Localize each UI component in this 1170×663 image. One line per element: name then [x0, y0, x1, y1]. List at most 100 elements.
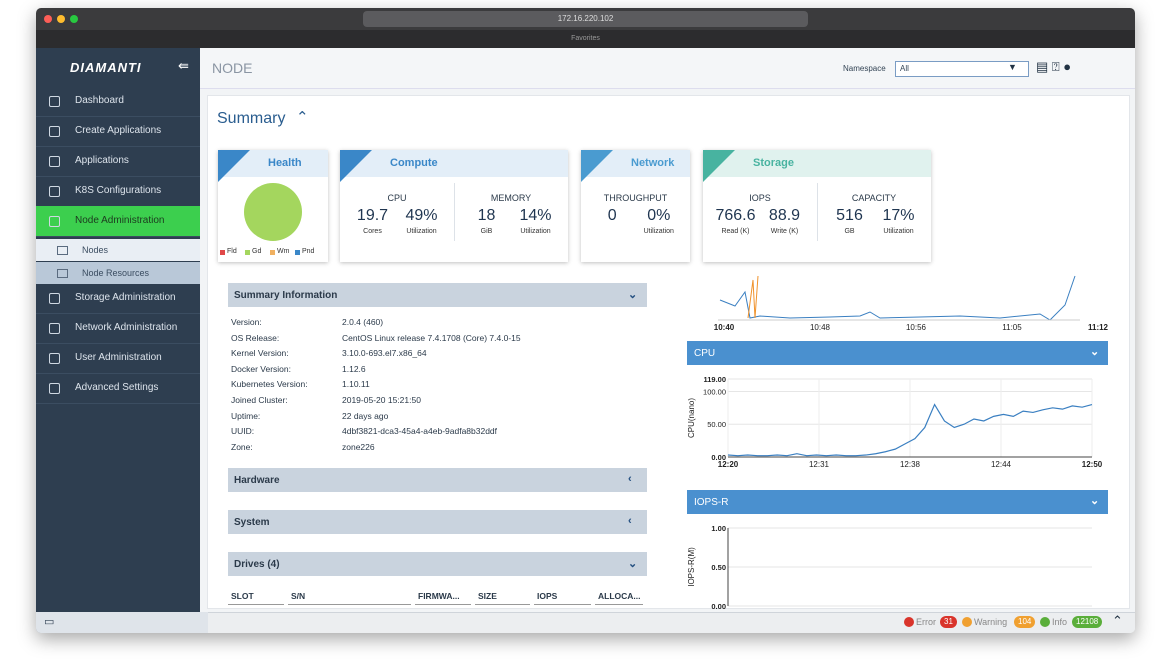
close-button[interactable]	[44, 15, 52, 23]
top-chart-spike	[747, 275, 759, 319]
menu-label[interactable]: User Administration	[75, 352, 162, 363]
zoom-button[interactable]	[70, 15, 78, 23]
y-tick-label: 0.00	[711, 453, 726, 462]
info-value: 2019-05-20 15:21:50	[342, 395, 421, 405]
metric-unit: Cores	[363, 228, 382, 235]
submenu-label[interactable]: Nodes	[82, 245, 109, 255]
y-tick-label: 50.00	[707, 420, 726, 429]
menu-label[interactable]: Create Applications	[75, 125, 162, 136]
sidebar-footer: ▭	[36, 612, 208, 633]
menu-item[interactable]	[36, 313, 200, 344]
menu-item[interactable]	[36, 206, 200, 237]
info-value: 1.12.6	[342, 363, 366, 374]
card-title: Storage	[753, 157, 794, 169]
legend-swatch	[295, 250, 300, 255]
menu-item[interactable]	[36, 373, 200, 404]
health-pie	[244, 183, 302, 241]
chart-title: CPU	[694, 348, 716, 359]
group-label: CPU	[387, 193, 407, 203]
info-label: Uptime:	[231, 410, 261, 421]
section-header[interactable]	[228, 283, 647, 307]
card-divider	[817, 183, 818, 241]
status-icon[interactable]	[1040, 617, 1050, 627]
info-label: Zone:	[231, 441, 253, 452]
submenu-item[interactable]	[36, 262, 200, 284]
menu-label[interactable]: Dashboard	[75, 95, 124, 106]
metric-value: 49%	[405, 207, 438, 224]
metric-value: 88.9	[768, 207, 801, 224]
table-header: ALLOCA...	[598, 591, 641, 601]
table-header: SIZE	[478, 591, 497, 601]
collapse-caret[interactable]: ⌃	[296, 109, 309, 126]
x-tick-label: 12:31	[809, 460, 830, 469]
menu-label[interactable]: Applications	[75, 155, 129, 166]
info-value: 3.10.0-693.el7.x86_64	[342, 348, 427, 359]
legend-label: Pnd	[302, 248, 315, 255]
y-tick-label: 119.00	[703, 375, 726, 384]
submenu-item[interactable]	[36, 239, 200, 261]
info-value: 22 days ago	[342, 410, 389, 421]
legend-swatch	[245, 250, 250, 255]
card-title: Health	[268, 157, 302, 169]
address-bar[interactable]: 172.16.220.102	[363, 11, 808, 27]
card-header	[703, 150, 931, 177]
table-header: S/N	[291, 591, 306, 601]
menu-label[interactable]: Node Administration	[75, 215, 165, 226]
y-tick-label: 0.00	[711, 602, 726, 611]
chart-header[interactable]	[687, 490, 1108, 514]
table-header-rule	[288, 604, 411, 605]
chart-caret: ⌄	[1090, 346, 1100, 358]
menu-label[interactable]: Storage Administration	[75, 292, 176, 303]
logo: DIAMANTI	[70, 60, 142, 75]
status-label[interactable]: Error	[916, 617, 936, 627]
y-axis-label: IOPS-R(M)	[687, 547, 696, 587]
x-tick-label: 11:12	[1088, 323, 1109, 332]
card-title: Network	[631, 157, 675, 169]
collapse-button[interactable]: ⇚	[178, 58, 189, 73]
table-header-rule	[475, 604, 530, 605]
legend-label: Fld	[227, 248, 237, 255]
section-title: Drives (4)	[234, 559, 280, 570]
info-label: OS Release:	[231, 332, 280, 343]
section-header[interactable]	[228, 552, 647, 576]
menu-item[interactable]	[36, 116, 200, 147]
section-header[interactable]	[228, 510, 647, 534]
header-icons[interactable]: ▤ ⍰ ●	[1036, 59, 1072, 74]
submenu-icon	[57, 246, 68, 255]
menu-icon	[49, 186, 60, 197]
footer-caret[interactable]: ⌃	[1112, 613, 1123, 628]
chart-header[interactable]	[687, 341, 1108, 365]
y-tick-label: 1.00	[711, 524, 726, 533]
menu-icon	[49, 216, 60, 227]
menu-label[interactable]: Advanced Settings	[75, 382, 159, 393]
status-icon[interactable]	[962, 617, 972, 627]
group-label: IOPS	[749, 193, 771, 203]
status-label[interactable]: Info	[1052, 617, 1068, 627]
x-tick-label: 10:56	[906, 323, 927, 332]
info-value: CentOS Linux release 7.4.1708 (Core) 7.4…	[342, 332, 521, 343]
legend-swatch	[220, 250, 225, 255]
menu-label[interactable]: K8S Configurations	[75, 185, 162, 196]
status-label[interactable]: Warning	[974, 617, 1008, 627]
menu-label[interactable]: Network Administration	[75, 322, 178, 333]
sidebar	[36, 48, 200, 633]
submenu-label[interactable]: Node Resources	[82, 268, 150, 278]
section-title: System	[234, 517, 270, 528]
table-header: FIRMWA...	[418, 591, 460, 601]
info-label: Joined Cluster:	[231, 395, 288, 405]
menu-item[interactable]	[36, 86, 200, 117]
status-count: 104	[1014, 616, 1036, 628]
info-value: 4dbf3821-dca3-45a4-a4eb-9adfa8b32ddf	[342, 426, 498, 437]
legend-label: Wm	[277, 248, 290, 255]
menu-icon	[49, 293, 60, 304]
menu-item[interactable]	[36, 343, 200, 374]
menu-item[interactable]	[36, 283, 200, 314]
namespace-select[interactable]: All	[895, 61, 1029, 77]
minimize-button[interactable]	[57, 15, 65, 23]
menu-item[interactable]	[36, 146, 200, 177]
info-label: Version:	[231, 317, 262, 327]
status-icon[interactable]	[904, 617, 914, 627]
section-header[interactable]	[228, 468, 647, 492]
